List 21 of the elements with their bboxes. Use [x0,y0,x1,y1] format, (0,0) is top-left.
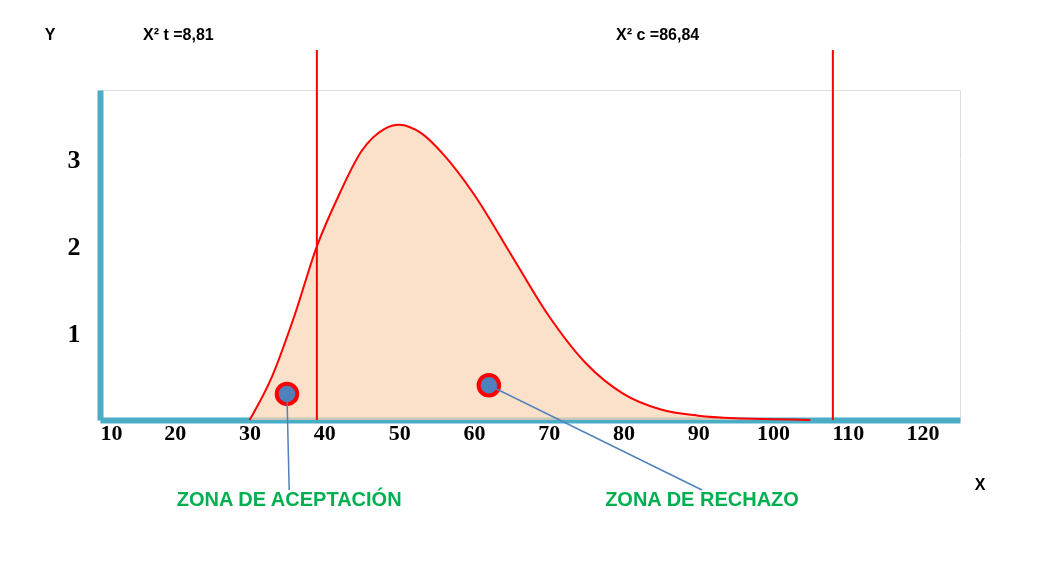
x-tick-label: 120 [906,419,940,445]
x-tick-label: 50 [388,419,411,445]
x-axis-title: X [974,476,986,493]
x-tick-label: 100 [757,419,791,445]
annotation: ZONA DE RECHAZO [605,488,799,510]
x-tick-label: 60 [463,419,486,445]
x-tick-label: 30 [239,419,262,445]
y-tick-label: 2 [67,231,81,261]
x-tick-label: 90 [687,419,710,445]
x-tick-label: 40 [313,419,336,445]
x-tick-label: 70 [538,419,561,445]
y-tick-label: 1 [67,318,81,348]
x-tick-label: 20 [164,419,187,445]
x-tick-label: 80 [612,419,635,445]
y-tick-label: 3 [67,144,81,174]
x-tick-label: 110 [832,419,865,445]
y-axis-title: Y [44,26,56,43]
x-tick-label: 10 [100,419,123,445]
text: X² c =86,84 [616,26,700,43]
text: X² t =8,81 [143,26,214,43]
annotation: ZONA DE ACEPTACIÓN [176,487,402,510]
